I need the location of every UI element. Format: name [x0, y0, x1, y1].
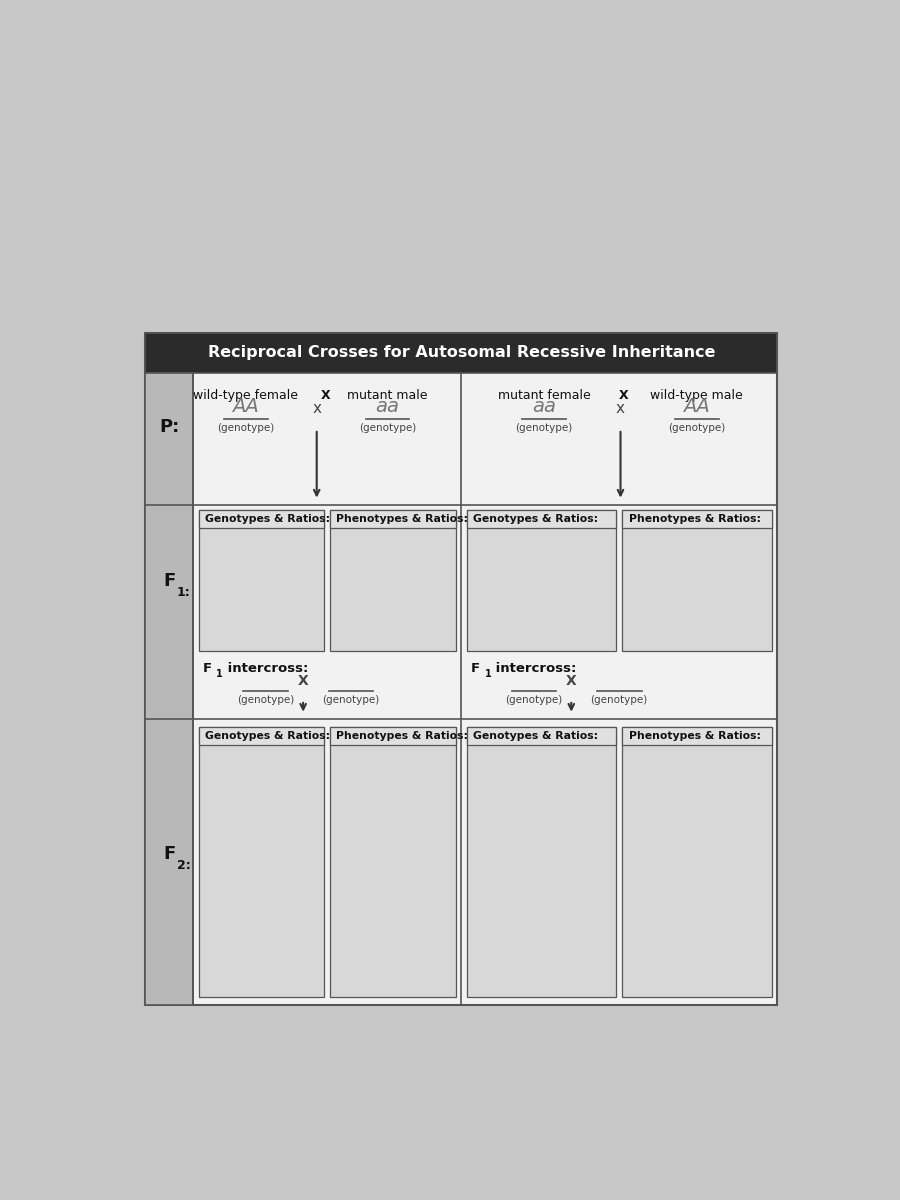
Text: F: F: [163, 845, 176, 863]
Text: F: F: [163, 572, 176, 590]
Text: Phenotypes & Ratios:: Phenotypes & Ratios:: [628, 514, 760, 524]
Text: wild-type female: wild-type female: [194, 389, 298, 402]
Text: x: x: [312, 401, 321, 416]
Text: AA: AA: [232, 397, 259, 416]
Text: Reciprocal Crosses for Autosomal Recessive Inheritance: Reciprocal Crosses for Autosomal Recessi…: [208, 346, 715, 360]
Text: Genotypes & Ratios:: Genotypes & Ratios:: [204, 731, 330, 742]
Text: wild-type male: wild-type male: [651, 389, 743, 402]
Text: (genotype): (genotype): [590, 695, 648, 706]
Bar: [199, 510, 324, 652]
Bar: [623, 510, 772, 528]
Text: intercross:: intercross:: [491, 662, 576, 674]
Text: (genotype): (genotype): [238, 695, 294, 706]
Text: X: X: [320, 389, 330, 402]
Bar: [199, 510, 324, 528]
Text: Genotypes & Ratios:: Genotypes & Ratios:: [472, 731, 598, 742]
Bar: [145, 332, 778, 1004]
Text: aa: aa: [375, 397, 400, 416]
Text: intercross:: intercross:: [222, 662, 308, 674]
Bar: [623, 727, 772, 745]
Text: (genotype): (genotype): [322, 695, 380, 706]
Text: Phenotypes & Ratios:: Phenotypes & Ratios:: [337, 514, 469, 524]
Text: Genotypes & Ratios:: Genotypes & Ratios:: [204, 514, 330, 524]
Bar: [145, 373, 194, 1004]
Bar: [467, 510, 616, 652]
Text: 1: 1: [484, 668, 491, 679]
Text: F: F: [471, 662, 480, 674]
Bar: [467, 510, 616, 528]
Text: 1:: 1:: [176, 587, 191, 600]
Text: x: x: [616, 401, 625, 416]
Text: X: X: [298, 674, 309, 689]
Text: X: X: [619, 389, 629, 402]
Bar: [467, 727, 616, 997]
Text: Genotypes & Ratios:: Genotypes & Ratios:: [472, 514, 598, 524]
Text: AA: AA: [683, 397, 710, 416]
Text: mutant female: mutant female: [498, 389, 590, 402]
Bar: [199, 727, 324, 745]
Text: (genotype): (genotype): [668, 422, 725, 433]
Text: Phenotypes & Ratios:: Phenotypes & Ratios:: [337, 731, 469, 742]
Text: (genotype): (genotype): [505, 695, 562, 706]
Text: F: F: [202, 662, 211, 674]
Bar: [623, 510, 772, 652]
Text: (genotype): (genotype): [516, 422, 572, 433]
Text: 1: 1: [216, 668, 223, 679]
Text: mutant male: mutant male: [347, 389, 428, 402]
Text: aa: aa: [532, 397, 556, 416]
Text: X: X: [566, 674, 577, 689]
Text: (genotype): (genotype): [359, 422, 416, 433]
Bar: [330, 727, 455, 997]
Text: P:: P:: [159, 419, 179, 437]
Bar: [467, 727, 616, 745]
Bar: [330, 510, 455, 652]
Bar: [623, 727, 772, 997]
Bar: [199, 727, 324, 997]
Text: (genotype): (genotype): [217, 422, 274, 433]
Text: Phenotypes & Ratios:: Phenotypes & Ratios:: [628, 731, 760, 742]
Bar: [330, 510, 455, 528]
Bar: [145, 332, 778, 373]
Bar: [330, 727, 455, 745]
Text: 2:: 2:: [176, 859, 191, 872]
